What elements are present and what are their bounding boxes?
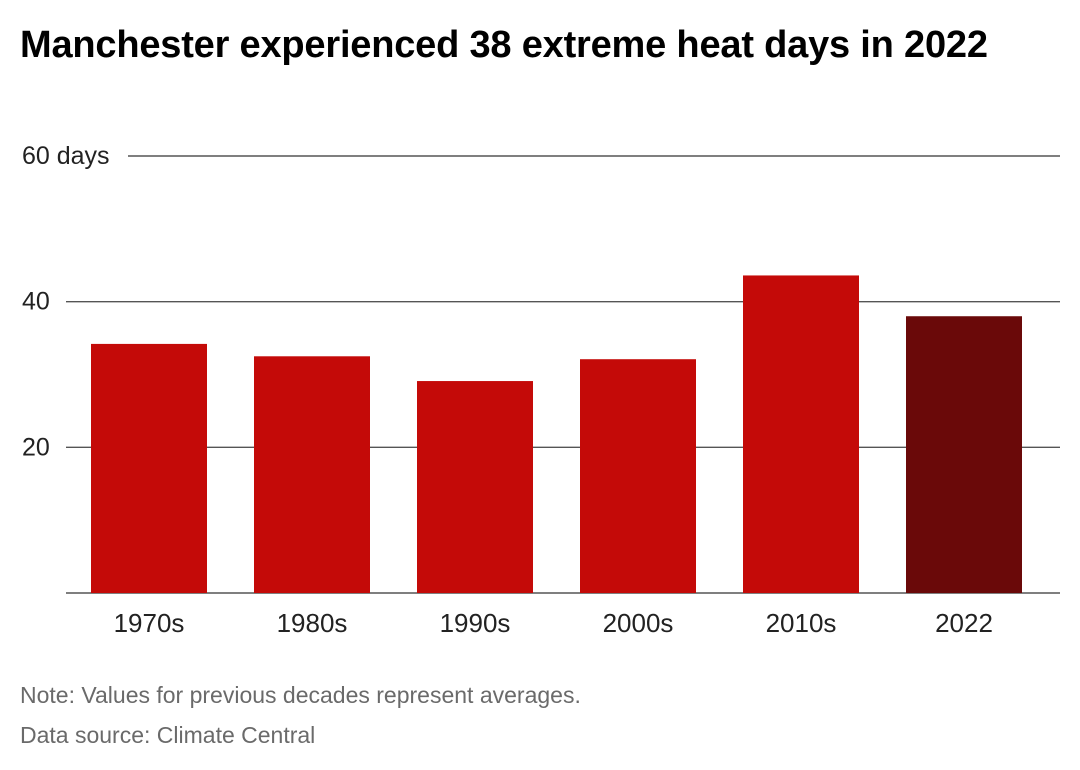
x-tick-label: 2010s xyxy=(766,608,837,638)
chart-title: Manchester experienced 38 extreme heat d… xyxy=(20,24,988,66)
chart-note: Note: Values for previous decades repres… xyxy=(20,682,581,708)
bar-1970s xyxy=(91,343,207,593)
x-tick-label: 1980s xyxy=(277,608,348,638)
bar-2022 xyxy=(906,316,1022,593)
bar-chart: 20 40 60 days 1970s 1980s 1990s 2000s 2010s 202… xyxy=(22,142,1060,638)
bar-2000s xyxy=(580,359,696,593)
data-source: Data source: Climate Central xyxy=(20,722,316,748)
gridlines: 20 40 60 days xyxy=(22,142,1060,594)
bar-1980s xyxy=(254,356,370,593)
y-tick-label: 20 xyxy=(22,433,50,461)
x-tick-label: 1990s xyxy=(440,608,511,638)
bar-1990s xyxy=(417,381,533,593)
x-tick-label: 2022 xyxy=(935,608,993,638)
bar-2010s xyxy=(743,275,859,593)
x-tick-label: 1970s xyxy=(114,608,185,638)
y-tick-label: 60 days xyxy=(22,142,110,170)
y-tick-label: 40 xyxy=(22,288,50,316)
bars xyxy=(91,275,1022,593)
x-axis-labels: 1970s 1980s 1990s 2000s 2010s 2022 xyxy=(114,608,993,638)
x-tick-label: 2000s xyxy=(603,608,674,638)
